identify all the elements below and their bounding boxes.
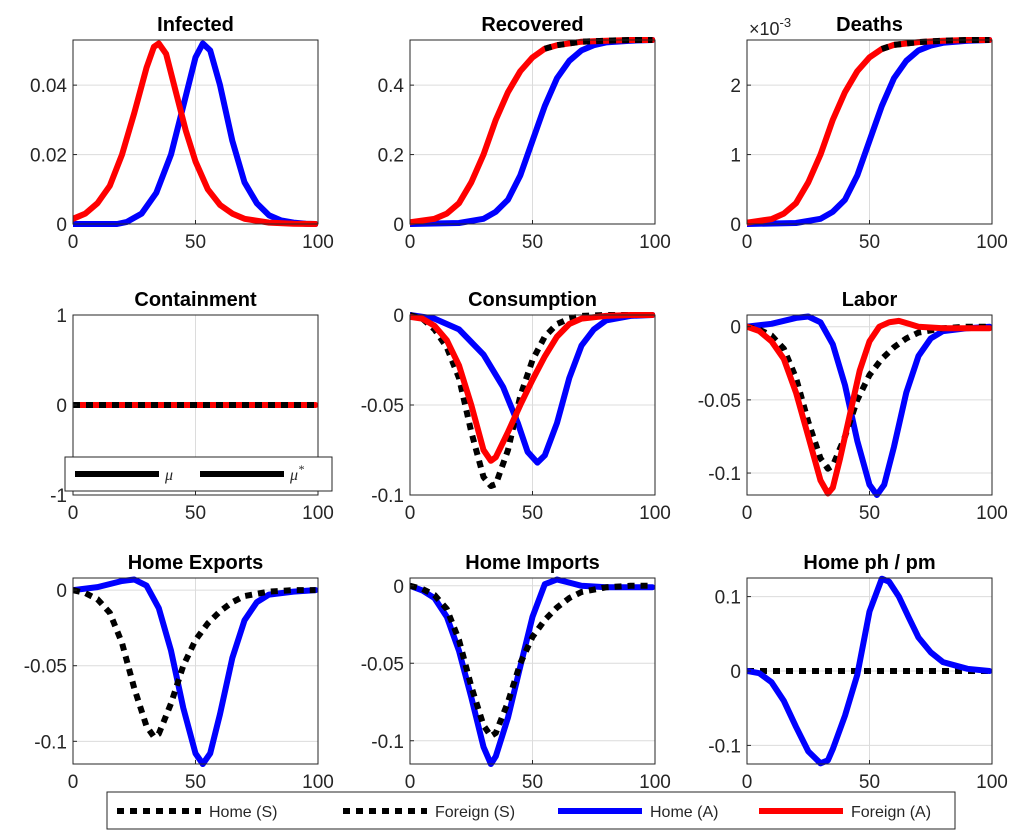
x-tick-label: 0 — [68, 232, 79, 253]
series-line-home_a — [410, 312, 655, 466]
x-tick-label: 50 — [859, 232, 880, 253]
legend-label: Home (S) — [209, 804, 277, 821]
series-line-home_a — [410, 37, 655, 227]
x-tick-label: 50 — [522, 772, 543, 793]
y-tick-label: 0 — [730, 215, 741, 236]
panel-title: Consumption — [468, 289, 597, 311]
legend-label: Home (A) — [650, 804, 718, 821]
y-tick-label: -1 — [50, 486, 67, 507]
x-tick-label: 0 — [405, 232, 416, 253]
x-tick-label: 50 — [185, 232, 206, 253]
x-tick-label: 0 — [405, 772, 416, 793]
axis-exponent-power: -3 — [780, 15, 792, 30]
x-tick-label: 0 — [68, 772, 79, 793]
series-line-dotted — [410, 312, 653, 489]
x-tick-label: 0 — [742, 503, 753, 524]
series-line-dotted — [410, 582, 653, 740]
series-line-foreign_a — [73, 40, 318, 227]
series-line-home_a — [73, 40, 318, 227]
y-tick-label: -0.05 — [361, 396, 404, 417]
x-tick-label: 0 — [742, 232, 753, 253]
x-tick-label: 50 — [859, 503, 880, 524]
panel-title: Home Exports — [128, 552, 264, 574]
figure-legend: Home (S) Foreign (S) Home (A) Foreign (A) — [106, 791, 956, 830]
y-tick-label: 0 — [393, 215, 404, 236]
y-tick-label: -0.1 — [34, 732, 67, 753]
x-tick-label: 100 — [639, 232, 671, 253]
y-tick-label: 0 — [56, 215, 67, 236]
panel-deaths: 0 50 100 0 1 2 Deaths ×10-3 — [730, 14, 1007, 253]
x-tick-label: 50 — [185, 772, 206, 793]
series-line-home_a — [747, 37, 992, 227]
y-tick-label: 0.04 — [30, 76, 67, 97]
y-tick-label: 0.1 — [715, 588, 741, 609]
y-tick-label: 0.4 — [378, 76, 405, 97]
series-line-foreign_a — [410, 37, 655, 226]
panel-title: Recovered — [481, 14, 583, 36]
panel-labor: 0 50 100 -0.1 -0.05 0 Labor — [698, 289, 1008, 524]
x-tick-label: 0 — [68, 503, 79, 524]
containment-legend: μ μ* — [64, 456, 333, 492]
y-tick-label: 1 — [730, 146, 741, 167]
panel-infected: 0 50 100 0 0.02 0.04 Infected — [30, 14, 334, 253]
panel-home-imports: 0 50 100 -0.1 -0.05 0 Home Imports — [361, 552, 671, 793]
series-line-home_a — [73, 576, 318, 767]
x-tick-label: 50 — [522, 503, 543, 524]
series-line-home_a — [747, 313, 992, 498]
x-tick-label: 100 — [302, 503, 334, 524]
y-tick-label: -0.05 — [698, 391, 741, 412]
panel-title: Containment — [134, 289, 257, 311]
x-tick-label: 100 — [639, 772, 671, 793]
x-tick-label: 50 — [859, 772, 880, 793]
panel-consumption: 0 50 100 -0.1 -0.05 0 Consumption — [361, 289, 671, 524]
x-tick-label: 100 — [302, 772, 334, 793]
legend-label: Foreign (S) — [435, 804, 515, 821]
y-tick-label: -0.05 — [361, 654, 404, 675]
x-tick-label: 50 — [522, 232, 543, 253]
containment-legend-label: μ — [164, 467, 173, 484]
panel-title: Infected — [157, 14, 234, 36]
series-line-foreign_a — [747, 37, 992, 226]
y-tick-label: 1 — [56, 306, 67, 327]
y-tick-label: 2 — [730, 76, 741, 97]
y-tick-label: -0.1 — [371, 486, 404, 507]
x-tick-label: 100 — [302, 232, 334, 253]
y-tick-label: 0.02 — [30, 146, 67, 167]
x-tick-label: 50 — [185, 503, 206, 524]
y-tick-label: -0.05 — [24, 657, 67, 678]
series-line-home_a — [747, 575, 992, 767]
y-tick-label: 0 — [393, 577, 404, 598]
series-line-foreign_a — [747, 317, 992, 497]
y-tick-label: -0.1 — [371, 732, 404, 753]
panel-title: Home Imports — [465, 552, 599, 574]
x-tick-label: 100 — [976, 503, 1008, 524]
panel-home-exports: 0 50 100 -0.1 -0.05 0 Home Exports — [24, 552, 334, 793]
legend-label: Foreign (A) — [851, 804, 931, 821]
panel-recovered: 0 50 100 0 0.2 0.4 Recovered — [378, 14, 671, 253]
y-tick-label: 0 — [393, 306, 404, 327]
y-tick-label: -0.1 — [708, 736, 741, 757]
axis-exponent-label: ×10-3 — [749, 15, 791, 39]
panel-title: Home ph / pm — [803, 552, 935, 574]
x-tick-label: 100 — [976, 232, 1008, 253]
y-tick-label: 0 — [730, 318, 741, 339]
y-tick-label: 0 — [56, 396, 67, 417]
panel-title: Deaths — [836, 14, 903, 36]
y-tick-label: 0 — [730, 662, 741, 683]
x-tick-label: 100 — [639, 503, 671, 524]
series-line-dotted — [73, 587, 316, 740]
x-tick-label: 100 — [976, 772, 1008, 793]
x-tick-label: 0 — [405, 503, 416, 524]
y-tick-label: 0 — [56, 581, 67, 602]
containment-legend-label-sup: * — [298, 462, 304, 476]
series-line-foreign_a — [410, 312, 655, 464]
y-tick-label: 0.2 — [378, 146, 404, 167]
x-tick-label: 0 — [742, 772, 753, 793]
panel-title: Labor — [842, 289, 898, 311]
y-tick-label: -0.1 — [708, 464, 741, 485]
